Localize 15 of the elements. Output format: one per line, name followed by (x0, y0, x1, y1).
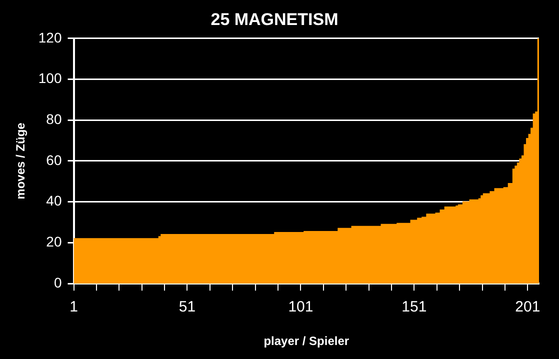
y-tick-label: 0 (54, 274, 62, 290)
y-tick-label: 120 (38, 29, 62, 46)
y-tick-label: 40 (46, 192, 62, 209)
y-axis-title: moves / Züge (14, 122, 28, 200)
x-tick-label: 201 (515, 298, 540, 316)
x-axis-title: player / Spieler (264, 334, 350, 348)
y-tick-label: 20 (46, 234, 62, 250)
x-tick-label: 51 (178, 298, 196, 316)
x-tick-label: 151 (402, 298, 427, 316)
y-tick-label: 60 (46, 152, 62, 168)
x-tick-label: 1 (70, 298, 78, 316)
y-tick-label: 100 (38, 70, 62, 86)
x-tick-label: 101 (288, 298, 314, 316)
y-tick-label: 80 (46, 110, 62, 127)
chart-title: 25 MAGNETISM (210, 10, 338, 29)
